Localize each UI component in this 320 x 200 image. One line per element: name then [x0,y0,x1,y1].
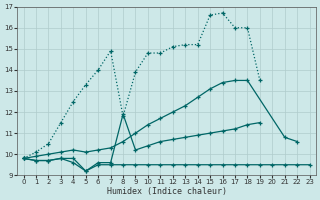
X-axis label: Humidex (Indice chaleur): Humidex (Indice chaleur) [107,187,227,196]
